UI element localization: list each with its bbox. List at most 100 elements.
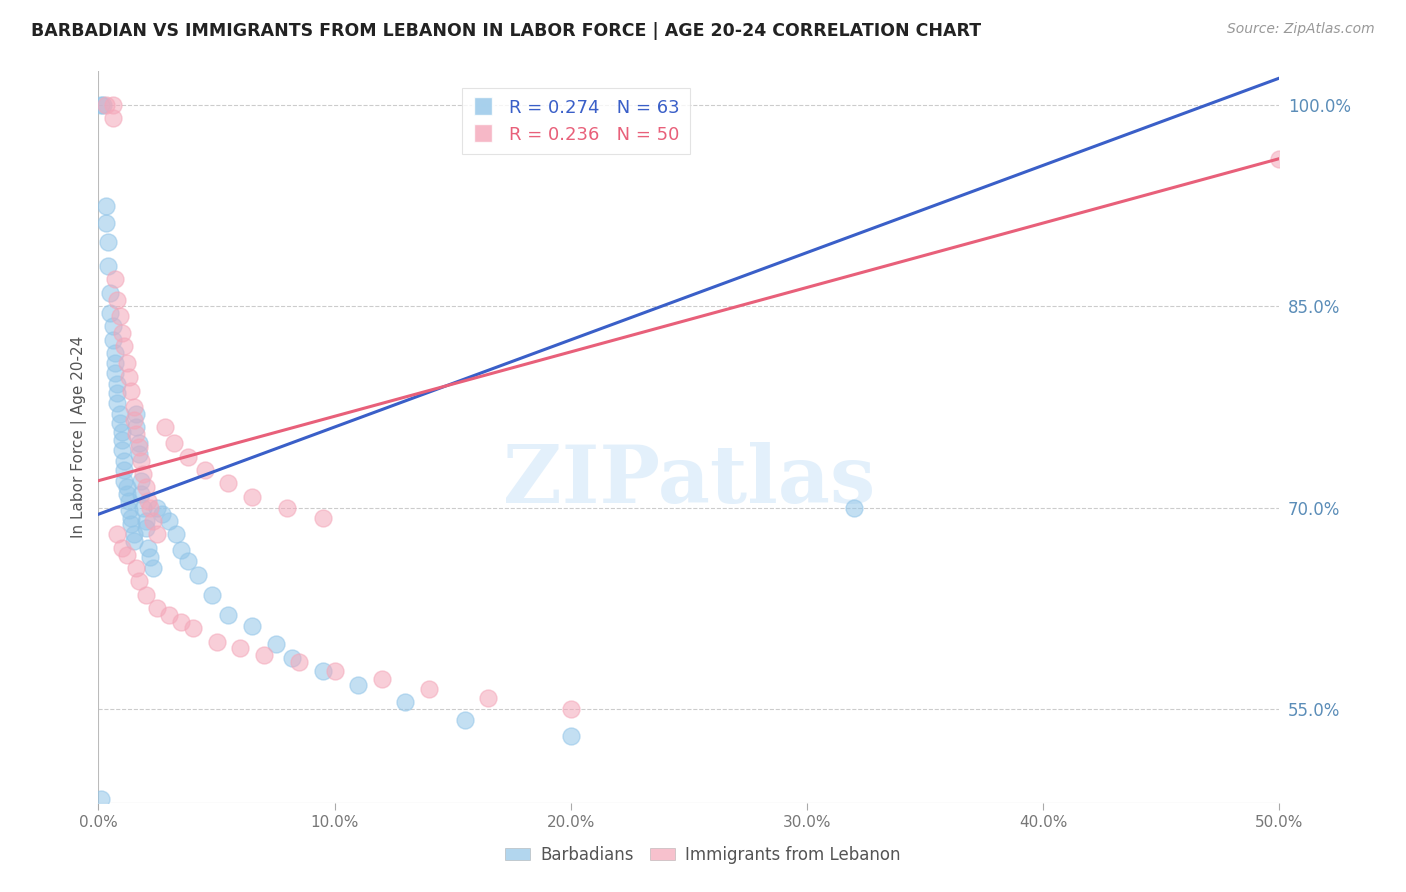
Point [128, 436, 150, 450]
Legend: Barbadians, Immigrants from Lebanon: Barbadians, Immigrants from Lebanon [499, 839, 907, 871]
Point [217, 607, 239, 622]
Point [394, 695, 416, 709]
Point [323, 665, 346, 679]
Point [115, 480, 138, 494]
Point [132, 467, 155, 481]
Point [312, 511, 335, 525]
Point [240, 618, 263, 632]
Point [105, 527, 128, 541]
Point [94, 216, 117, 230]
Point [165, 527, 187, 541]
Point [118, 493, 141, 508]
Point [97, 235, 120, 249]
Point [217, 476, 239, 491]
Point [104, 367, 127, 381]
Point [104, 272, 127, 286]
Point [128, 574, 150, 589]
Point [91, 98, 114, 112]
Text: ZIPatlas: ZIPatlas [503, 442, 875, 520]
Point [128, 447, 150, 461]
Point [121, 384, 143, 398]
Point [104, 355, 127, 369]
Point [125, 426, 148, 441]
Point [453, 713, 475, 727]
Point [177, 554, 200, 568]
Point [150, 508, 173, 522]
Point [122, 527, 145, 541]
Point [122, 413, 145, 427]
Point [105, 386, 128, 401]
Point [170, 543, 193, 558]
Point [187, 567, 209, 582]
Point [153, 420, 176, 434]
Point [111, 434, 134, 448]
Point [112, 463, 135, 477]
Point [112, 453, 135, 467]
Point [146, 601, 169, 615]
Point [90, 98, 112, 112]
Point [135, 588, 157, 602]
Point [125, 407, 148, 421]
Point [115, 355, 138, 369]
Point [844, 500, 866, 515]
Point [111, 442, 134, 457]
Point [125, 420, 148, 434]
Point [170, 615, 193, 629]
Point [201, 588, 224, 602]
Point [101, 112, 124, 126]
Point [136, 493, 159, 508]
Point [121, 511, 143, 525]
Point [118, 370, 141, 384]
Point [94, 198, 117, 212]
Y-axis label: In Labor Force | Age 20-24: In Labor Force | Age 20-24 [72, 336, 87, 538]
Point [139, 500, 162, 515]
Point [115, 548, 138, 562]
Point [101, 333, 124, 347]
Point [98, 306, 121, 320]
Point [142, 561, 165, 575]
Point [240, 490, 263, 504]
Point [139, 550, 162, 565]
Point [104, 346, 127, 360]
Point [97, 259, 120, 273]
Point [122, 400, 145, 414]
Point [112, 474, 135, 488]
Point [163, 436, 186, 450]
Point [111, 541, 134, 555]
Point [118, 503, 141, 517]
Point [129, 453, 152, 467]
Point [135, 521, 157, 535]
Point [560, 729, 582, 743]
Point [105, 293, 128, 307]
Point [312, 665, 335, 679]
Point [111, 425, 134, 440]
Point [157, 607, 180, 622]
Point [129, 487, 152, 501]
Point [135, 514, 157, 528]
Point [98, 285, 121, 300]
Point [128, 440, 150, 454]
Point [288, 655, 311, 669]
Point [136, 541, 159, 555]
Point [121, 516, 143, 531]
Point [112, 339, 135, 353]
Text: Source: ZipAtlas.com: Source: ZipAtlas.com [1227, 22, 1375, 37]
Point [108, 407, 131, 421]
Legend: R = 0.274   N = 63, R = 0.236   N = 50: R = 0.274 N = 63, R = 0.236 N = 50 [461, 87, 690, 154]
Point [105, 377, 128, 392]
Point [264, 637, 287, 651]
Point [146, 527, 169, 541]
Point [418, 681, 440, 696]
Point [105, 396, 128, 410]
Point [129, 474, 152, 488]
Point [229, 641, 252, 656]
Point [177, 450, 200, 464]
Point [347, 678, 370, 692]
Point [371, 673, 394, 687]
Point [108, 416, 131, 430]
Point [205, 634, 228, 648]
Point [194, 463, 217, 477]
Point [111, 326, 134, 340]
Point [90, 791, 112, 805]
Point [1268, 152, 1291, 166]
